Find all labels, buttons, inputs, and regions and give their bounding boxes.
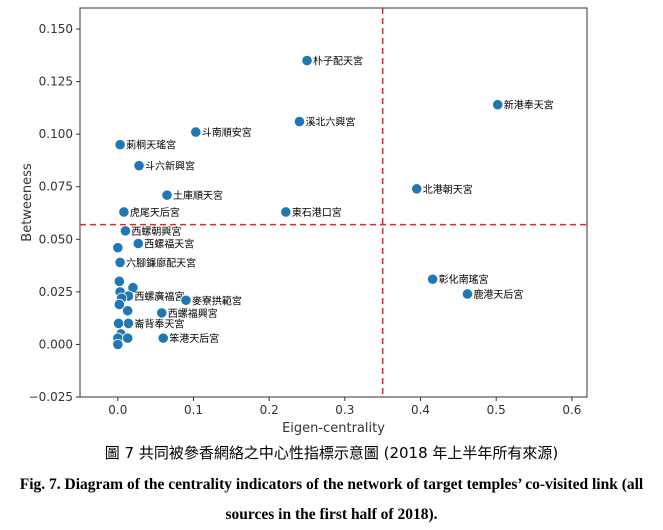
data-point [122, 332, 134, 344]
x-tick-label: 0.0 [108, 403, 127, 417]
data-point [180, 294, 192, 306]
point-label: 莿桐天瑤宮 [126, 139, 176, 152]
x-tick-label: 0.5 [487, 403, 506, 417]
x-tick-label: 0.6 [562, 403, 581, 417]
point-label: 麥寮拱範宮 [192, 294, 242, 307]
y-tick-label: 0.100 [39, 127, 73, 141]
y-tick-label: 0.000 [39, 337, 73, 351]
x-tick-label: 0.2 [260, 403, 279, 417]
data-point [492, 99, 504, 111]
point-label: 虎尾天后宮 [130, 206, 180, 219]
x-axis-label: Eigen-centrality [282, 421, 385, 436]
y-tick-label: −0.025 [29, 390, 73, 404]
data-point [122, 305, 134, 317]
data-point [427, 273, 439, 285]
x-tick-label: 0.1 [184, 403, 203, 417]
x-tick-label: 0.4 [411, 403, 430, 417]
data-point [157, 332, 169, 344]
data-point [113, 275, 125, 287]
point-label: 溪北六興宮 [305, 116, 355, 129]
point-label: 朴子配天宮 [313, 55, 363, 68]
point-label: 六腳鐮廍配天宮 [126, 256, 196, 269]
point-label: 西螺福興宮 [168, 307, 218, 320]
data-point [112, 338, 124, 351]
data-point [156, 307, 168, 319]
data-point [112, 242, 124, 254]
y-tick-label: 0.025 [39, 285, 73, 299]
x-tick-label: 0.3 [335, 403, 354, 417]
data-point [301, 54, 313, 67]
point-label: 土庫順天宮 [173, 189, 223, 202]
data-point [119, 225, 132, 237]
point-label: 西螺廣福宮 [134, 290, 184, 303]
data-point [190, 126, 202, 138]
point-label: 斗六新興宮 [145, 160, 195, 173]
data-point [132, 237, 144, 250]
figure-caption-chinese: 圖 7 共同被參香網絡之中心性指標示意圖 (2018 年上半年所有來源) [104, 444, 559, 462]
data-point [112, 317, 125, 330]
data-point [114, 256, 126, 269]
data-point [461, 288, 474, 300]
point-label: 笨港天后宮 [169, 332, 219, 345]
data-point [122, 317, 135, 330]
point-label: 東石港口宮 [292, 206, 342, 219]
data-point [113, 298, 125, 311]
plot-axes: 0.0 0.1 0.2 0.3 0.4 0.5 0.6 −0.025 0.000 0.025 0.0… [29, 7, 588, 417]
data-point [280, 206, 292, 218]
y-axis-label: Betweeness [20, 163, 35, 242]
point-label: 斗南順安宮 [202, 126, 252, 139]
y-tick-label: 0.075 [39, 180, 73, 194]
point-label: 彰化南瑤宮 [439, 273, 489, 286]
data-point [293, 115, 306, 128]
point-label: 鹿港天后宮 [473, 288, 523, 301]
data-point [133, 160, 145, 172]
figure-caption-english: Fig. 7. Diagram of the centrality indica… [19, 476, 644, 523]
y-tick-label: 0.150 [39, 22, 73, 36]
point-label: 北港朝天宮 [423, 183, 473, 196]
point-label: 崙背奉天宮 [134, 317, 184, 330]
data-point [161, 189, 173, 201]
data-point [411, 183, 423, 195]
point-label: 新港奉天宮 [504, 99, 554, 112]
data-point [118, 206, 130, 218]
y-tick-label: 0.050 [39, 232, 73, 246]
point-label: 西螺福天宮 [144, 238, 194, 251]
point-label: 西螺朝興宮 [131, 225, 181, 238]
y-tick-label: 0.125 [39, 75, 73, 89]
reference-lines [80, 8, 587, 397]
plot-frame [79, 7, 588, 398]
data-point [114, 139, 126, 151]
